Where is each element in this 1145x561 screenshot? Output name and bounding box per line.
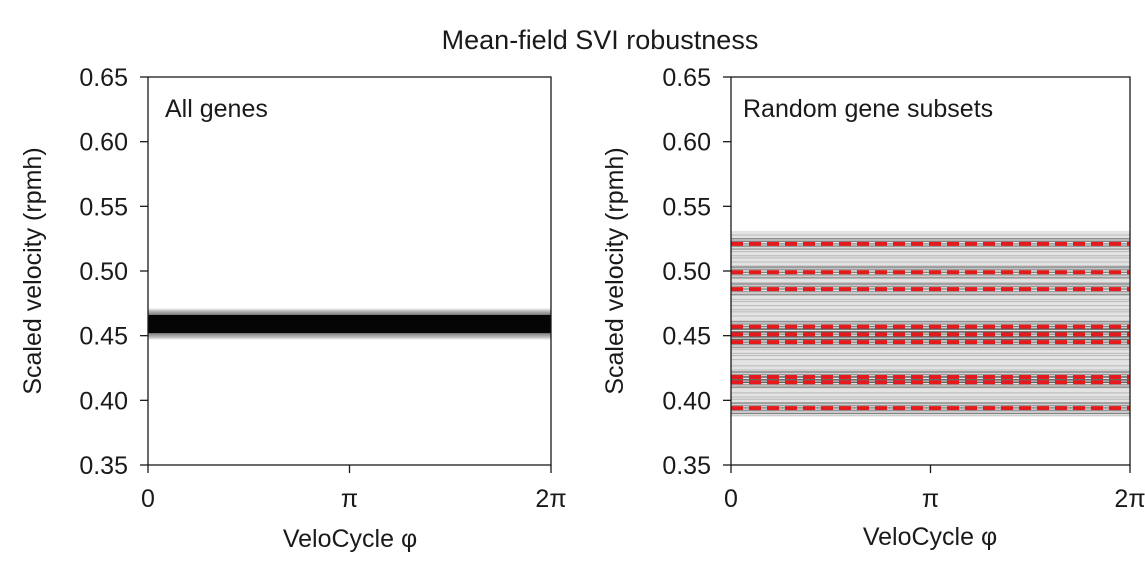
x-axis-label: VeloCycle φ	[863, 523, 997, 551]
y-tick-label: 0.40	[79, 387, 128, 415]
y-tick-label: 0.40	[662, 387, 711, 415]
panel-all-genes: All genes VeloCycle φ Scaled velocity (r…	[19, 64, 567, 553]
y-tick-label: 0.55	[79, 193, 128, 221]
y-tick-label: 0.45	[662, 323, 711, 351]
x-tick-label: π	[341, 485, 358, 513]
chart-title: Mean-field SVI robustness	[442, 25, 759, 55]
y-tick-label: 0.60	[662, 129, 711, 157]
x-tick-label: π	[922, 485, 939, 513]
y-tick-label: 0.50	[79, 258, 128, 286]
trace-band-core	[148, 314, 551, 334]
y-tick-label: 0.35	[79, 452, 128, 480]
y-tick-label: 0.65	[662, 64, 711, 92]
y-tick-label: 0.55	[662, 193, 711, 221]
plot-frame	[147, 76, 552, 466]
x-axis-label: VeloCycle φ	[283, 525, 417, 553]
y-tick-label: 0.35	[662, 452, 711, 480]
y-axis-label: Scaled velocity (rpmh)	[601, 147, 629, 394]
x-tick-label: 0	[141, 485, 155, 513]
panel-annotation: Random gene subsets	[743, 95, 993, 123]
x-tick-label: 0	[724, 485, 738, 513]
panel-random-gene-subsets: Random gene subsets VeloCycle φ Scaled v…	[601, 64, 1145, 551]
x-tick-label: 2π	[1114, 485, 1145, 513]
y-axis-label: Scaled velocity (rpmh)	[19, 147, 47, 394]
y-tick-label: 0.50	[662, 258, 711, 286]
y-tick-label: 0.60	[79, 129, 128, 157]
trace-band-envelope	[731, 230, 1130, 416]
y-tick-label: 0.45	[79, 323, 128, 351]
y-tick-label: 0.65	[79, 64, 128, 92]
panel-annotation: All genes	[165, 95, 268, 123]
x-tick-label: 2π	[535, 485, 566, 513]
